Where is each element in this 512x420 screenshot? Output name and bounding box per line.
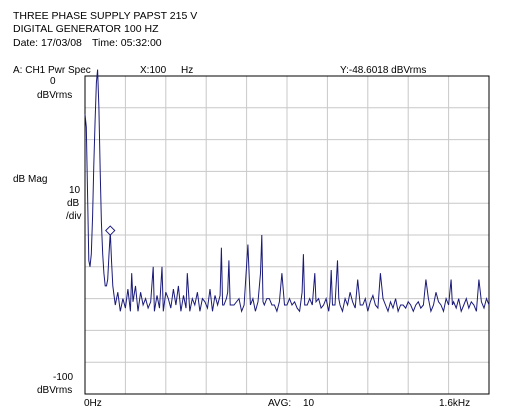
avg-value: 10: [303, 398, 315, 409]
x-start-label: 0Hz: [84, 398, 102, 409]
chart-subtitle: DIGITAL GENERATOR 100 HZ: [13, 23, 159, 35]
y-bottom-value: -100: [53, 372, 74, 383]
y-scale-div: /div: [66, 211, 82, 222]
y-scale-unit: dB: [67, 198, 80, 209]
y-scale-value: 10: [69, 185, 81, 196]
y-readout: Y:-48.6018 dBVrms: [340, 65, 427, 76]
plot-frame: [84, 75, 490, 395]
x-end-label: 1.6kHz: [439, 398, 471, 409]
y-top-unit: dBVrms: [37, 90, 73, 101]
x-readout-unit: Hz: [181, 65, 194, 76]
y-bottom-unit: dBVrms: [37, 385, 73, 396]
avg-label: AVG:: [268, 398, 292, 409]
y-top-value: 0: [50, 76, 56, 87]
spectrum-trace: [84, 69, 490, 314]
date-label: Date: 17/03/08: [13, 37, 82, 49]
time-label: Time: 05:32:00: [92, 37, 162, 49]
trace-label: A: CH1 Pwr Spec: [13, 65, 91, 76]
marker-diamond[interactable]: [105, 225, 116, 236]
x-readout: X:100: [140, 65, 167, 76]
chart-title: THREE PHASE SUPPLY PAPST 215 V: [13, 10, 198, 22]
grid: [85, 76, 489, 394]
y-axis-name: dB Mag: [13, 174, 48, 185]
